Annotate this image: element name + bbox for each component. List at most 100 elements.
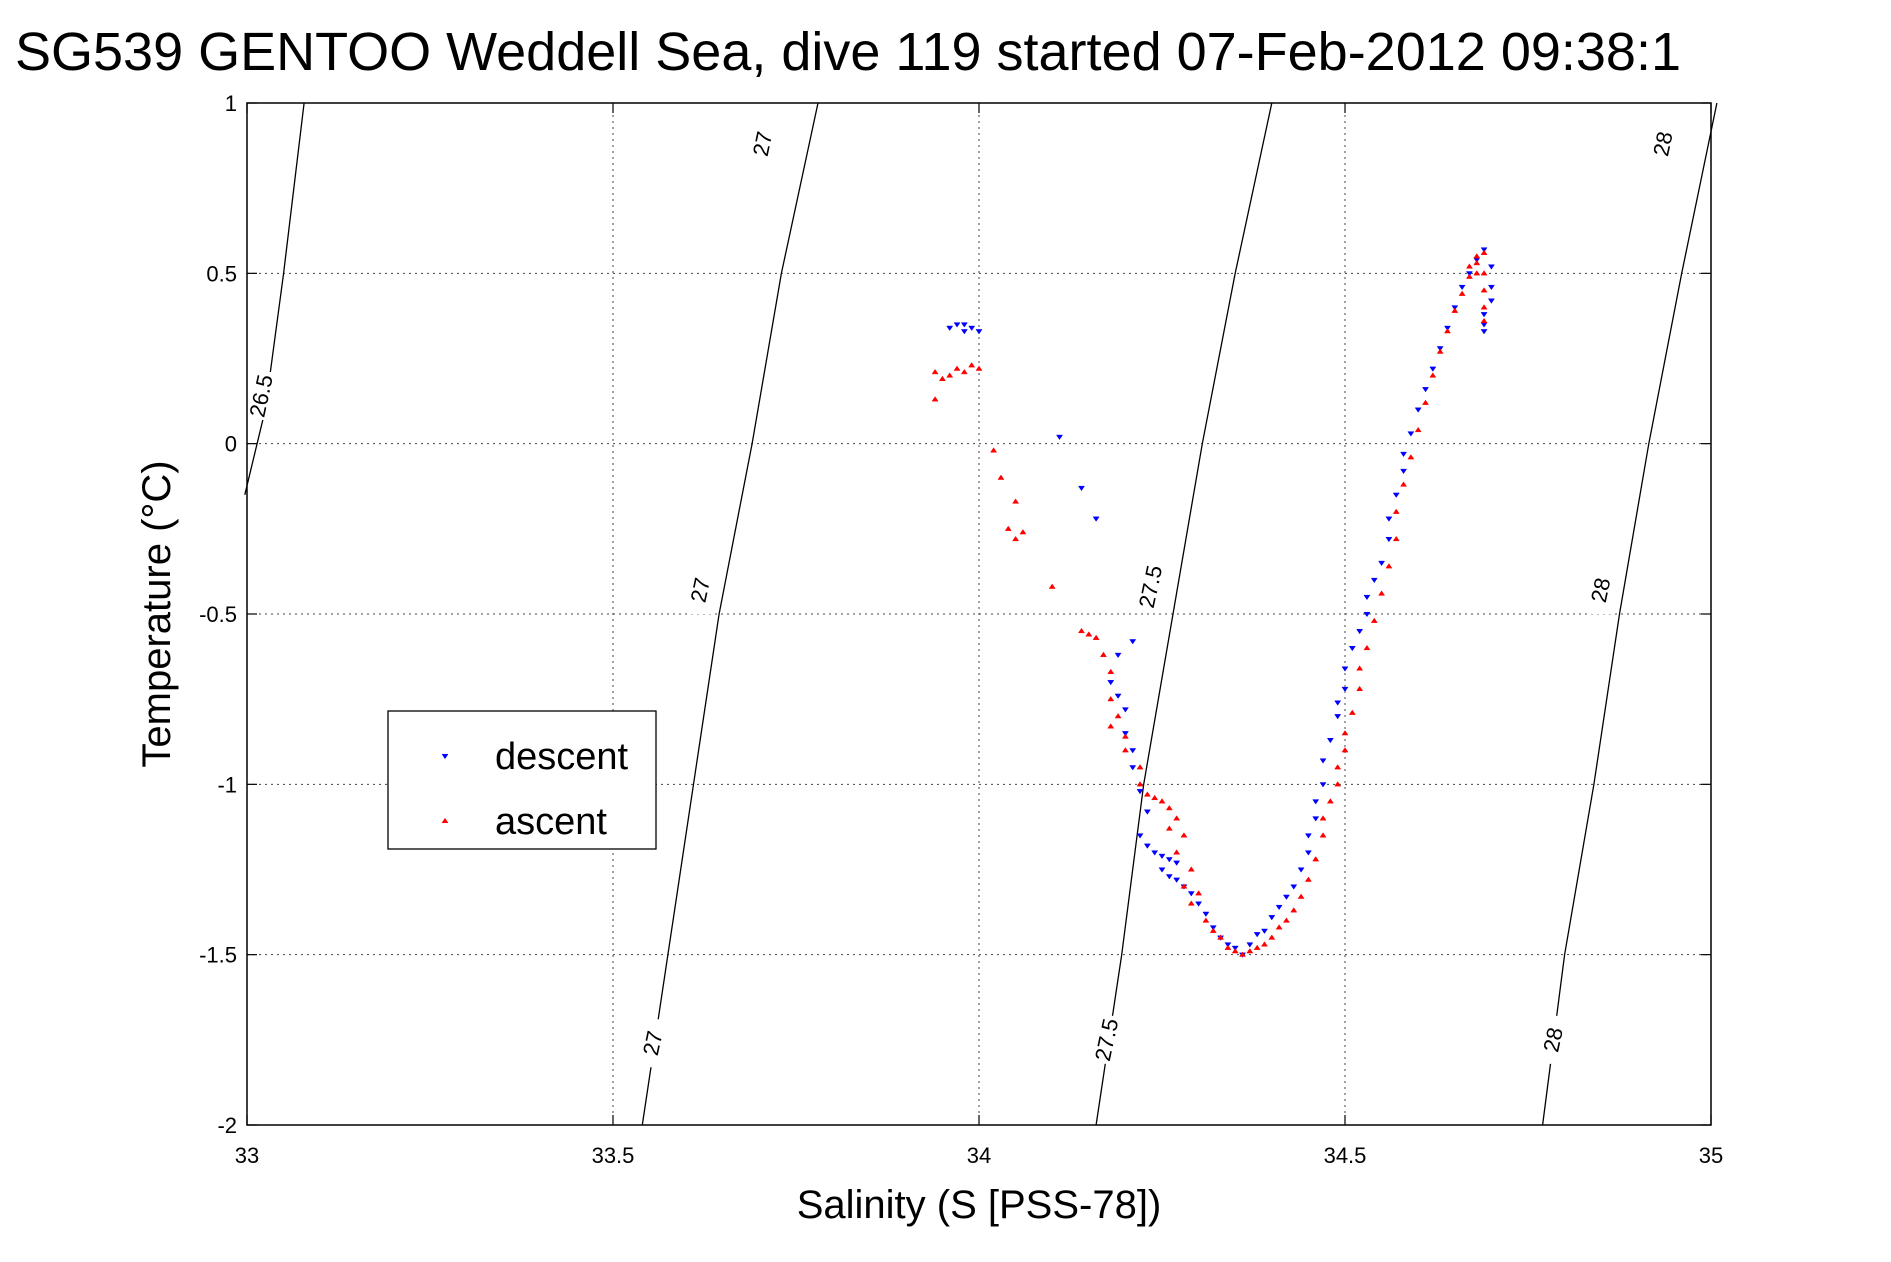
descent-point xyxy=(968,325,976,331)
x-tick-label: 35 xyxy=(1699,1143,1723,1168)
isopycnal-label: 28 xyxy=(1538,1025,1568,1054)
ascent-point xyxy=(1370,617,1378,623)
ascent-point xyxy=(953,365,961,371)
ascent-point xyxy=(1012,498,1020,504)
ascent-point xyxy=(1451,307,1459,313)
descent-point xyxy=(1187,891,1195,897)
ascent-point xyxy=(1012,535,1020,542)
descent-point xyxy=(1407,431,1415,437)
legend-box xyxy=(387,710,657,850)
ascent-point xyxy=(1422,399,1429,405)
ascent-point xyxy=(1165,805,1173,811)
legend-label-ascent: ascent xyxy=(495,801,607,843)
ascent-point xyxy=(1290,907,1298,913)
isopycnal-label: 27 xyxy=(686,575,716,604)
isopycnal-label-background xyxy=(640,1019,667,1068)
ascent-point xyxy=(1480,249,1488,255)
ascent-point xyxy=(1121,733,1129,739)
descent-point xyxy=(946,325,954,331)
isopycnal-label-background xyxy=(1588,566,1615,615)
axis-ticks: 33 33.5 34 34.5 35 -2 -1.5 -1 -0.5 0 0.5 1 xyxy=(199,91,1723,1168)
ascent-point xyxy=(1107,668,1115,674)
y-tick-label: -1.5 xyxy=(199,943,237,968)
y-tick-label: 0.5 xyxy=(206,261,237,286)
ascent-point xyxy=(1099,651,1107,657)
isopycnal-label-background xyxy=(687,566,714,615)
ascent-point xyxy=(1143,791,1151,797)
ascent-point xyxy=(1444,328,1451,334)
isopycnal-line xyxy=(244,102,305,495)
descent-point xyxy=(1480,312,1488,318)
descent-point xyxy=(1173,877,1181,883)
descent-point xyxy=(1129,748,1137,754)
y-tick-label: -2 xyxy=(217,1113,237,1138)
descent-point xyxy=(1078,485,1085,492)
ascent-point xyxy=(1414,426,1422,433)
isopycnal-label: 27 xyxy=(748,129,778,158)
ascent-point xyxy=(1114,713,1122,719)
legend-marker-descent xyxy=(441,753,449,760)
descent-point xyxy=(1304,850,1312,856)
descent-point xyxy=(1385,537,1393,543)
isopycnal-label-background xyxy=(1138,562,1165,611)
ascent-point xyxy=(1165,825,1173,831)
ascent-point xyxy=(1458,290,1466,296)
descent-point xyxy=(960,322,968,328)
ascent-point xyxy=(1429,372,1437,378)
ascent-point xyxy=(1407,454,1415,460)
ascent-point xyxy=(1348,709,1356,715)
descent-point xyxy=(1195,901,1203,907)
descent-point xyxy=(1326,737,1334,744)
descent-point xyxy=(1290,884,1298,890)
ascent-point xyxy=(997,474,1005,480)
ascent-point xyxy=(1217,934,1225,940)
descent-point xyxy=(1363,611,1371,618)
descent-point xyxy=(1392,492,1400,498)
ascent-point xyxy=(1261,941,1268,947)
y-tick-label: -0.5 xyxy=(199,602,237,627)
ascent-point xyxy=(1151,794,1159,801)
descent-point xyxy=(1158,853,1166,860)
descent-point xyxy=(1422,387,1429,393)
ascent-point xyxy=(1297,893,1305,899)
ascent-point xyxy=(1180,832,1188,838)
descent-point xyxy=(1414,407,1422,413)
descent-point xyxy=(975,329,983,335)
ascent-point xyxy=(1209,927,1217,933)
isopycnal-label-background xyxy=(248,371,275,420)
ascent-point xyxy=(1480,317,1488,324)
ascent-point xyxy=(1473,253,1481,259)
descent-point xyxy=(1158,867,1166,873)
descent-point xyxy=(1319,782,1327,788)
descent-point xyxy=(1173,860,1181,866)
ascent-point xyxy=(938,375,946,381)
descent-point xyxy=(1165,857,1173,863)
descent-point xyxy=(1356,628,1364,635)
ascent-point xyxy=(1356,665,1364,671)
descent-point xyxy=(1341,686,1349,693)
descent-point xyxy=(1400,468,1408,475)
ascent-point xyxy=(1378,590,1386,596)
ascent-point xyxy=(1187,866,1195,872)
descent-point xyxy=(1143,843,1151,849)
ascent-point xyxy=(1253,944,1261,950)
descent-point xyxy=(1107,680,1115,686)
descent-point xyxy=(1341,666,1349,672)
descent-point xyxy=(1480,329,1488,335)
isopycnal-label: 28 xyxy=(1586,575,1616,604)
ascent-point xyxy=(1121,747,1129,753)
ascent-point xyxy=(1085,631,1093,637)
descent-point xyxy=(1319,758,1327,764)
ascent-point xyxy=(1385,563,1393,569)
ascent-point xyxy=(1282,917,1290,923)
ascent-point xyxy=(1480,287,1488,293)
descent-point xyxy=(1253,932,1261,938)
descent-point xyxy=(1246,942,1254,948)
ascent-point xyxy=(1136,764,1144,770)
descent-point xyxy=(1312,816,1320,822)
ascent-point xyxy=(1480,304,1488,310)
descent-point xyxy=(1143,809,1151,815)
ascent-point xyxy=(1195,890,1203,896)
descent-point xyxy=(1114,693,1122,699)
